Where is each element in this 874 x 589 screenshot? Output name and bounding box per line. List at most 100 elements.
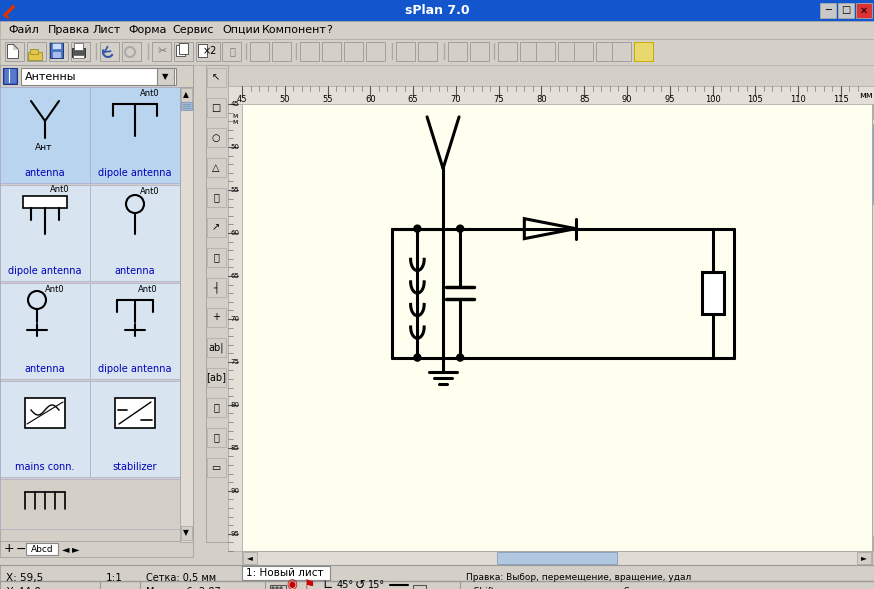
Text: ∟: ∟ [323, 578, 333, 589]
Bar [634, 42, 653, 61]
Text: Ant0: Ant0 [45, 286, 65, 294]
Text: ◄: ◄ [247, 554, 253, 562]
Bar [0, 87, 90, 183]
Bar [873, 124, 874, 204]
Bar [820, 3, 836, 18]
Bar [90, 185, 180, 281]
Text: Правка: Выбор, перемещение, вращение, удал: Правка: Выбор, перемещение, вращение, уд… [466, 574, 691, 583]
Bar [74, 43, 83, 50]
Bar [115, 398, 155, 428]
Bar [520, 42, 539, 61]
Text: мм: мм [859, 91, 873, 100]
Text: Правка: Правка [48, 25, 90, 35]
Bar [702, 272, 724, 314]
Bar [242, 104, 872, 551]
Text: 90: 90 [621, 95, 632, 104]
Text: dipole antenna: dipole antenna [98, 168, 172, 178]
Bar [270, 585, 286, 589]
Bar [448, 42, 467, 61]
Bar [344, 42, 363, 61]
Bar [300, 42, 319, 61]
Bar [272, 42, 291, 61]
Text: ?: ? [326, 25, 332, 35]
Text: 90: 90 [231, 488, 239, 494]
Text: stabilizer: stabilizer [113, 462, 157, 472]
Text: ↺: ↺ [355, 578, 365, 589]
Bar [30, 49, 38, 54]
Bar [0, 283, 90, 379]
Text: □: □ [212, 102, 220, 112]
Bar [180, 87, 193, 542]
Text: antenna: antenna [114, 266, 156, 276]
Bar [122, 42, 141, 61]
Bar [207, 248, 226, 267]
Text: м: м [232, 113, 238, 119]
Bar [2, 67, 20, 85]
Text: Ant0: Ant0 [138, 286, 157, 294]
Bar [206, 65, 228, 542]
Text: ○: ○ [212, 133, 220, 143]
Text: mains conn.: mains conn. [15, 462, 75, 472]
Bar [207, 98, 226, 117]
Text: 85: 85 [231, 445, 239, 451]
Text: Ант: Ант [35, 144, 52, 153]
Text: ◉: ◉ [287, 578, 297, 589]
Bar [207, 458, 226, 477]
Bar [50, 43, 63, 58]
Bar [222, 42, 241, 61]
Text: Abcd: Abcd [31, 544, 53, 554]
Text: dipole antenna: dipole antenna [8, 266, 82, 276]
Bar [5, 42, 24, 61]
Bar [0, 65, 193, 542]
Bar [207, 68, 226, 87]
Bar [13, 44, 18, 49]
Bar [228, 86, 874, 104]
Text: ab|: ab| [208, 342, 224, 353]
Text: 95: 95 [231, 531, 239, 537]
Text: ⚑: ⚑ [304, 578, 316, 589]
Text: Компонент: Компонент [262, 25, 327, 35]
Text: 15°: 15° [368, 580, 385, 589]
Text: △: △ [212, 163, 219, 173]
Text: Файл: Файл [8, 25, 38, 35]
Text: ─: ─ [825, 5, 831, 15]
Text: ▭: ▭ [212, 462, 220, 472]
Text: ↖: ↖ [212, 72, 220, 82]
Text: 75: 75 [493, 95, 504, 104]
Text: −: − [16, 542, 26, 555]
Text: Сервис: Сервис [172, 25, 213, 35]
Text: antenna: antenna [24, 168, 66, 178]
Bar [0, 0, 874, 21]
Bar [413, 585, 426, 589]
Bar [90, 381, 180, 477]
Bar [207, 398, 226, 417]
Bar [73, 55, 84, 58]
Bar [228, 104, 242, 551]
Text: 1: Новый лист: 1: Новый лист [246, 568, 323, 578]
Circle shape [414, 225, 421, 232]
Text: 🖼: 🖼 [213, 402, 219, 412]
Text: ✂: ✂ [157, 46, 167, 56]
Bar [21, 68, 176, 85]
Bar [27, 42, 46, 61]
Text: 75: 75 [231, 359, 239, 365]
Text: Y: 44,0: Y: 44,0 [6, 587, 41, 589]
Bar [207, 368, 226, 387]
Bar [90, 87, 180, 183]
Bar [0, 65, 193, 87]
Text: +: + [212, 313, 220, 323]
Text: Антенны: Антенны [25, 71, 77, 81]
Bar [612, 42, 631, 61]
Text: ⤢: ⤢ [213, 193, 219, 203]
Bar [207, 428, 226, 447]
Text: X: 59,5: X: 59,5 [6, 573, 43, 583]
Text: 60: 60 [231, 230, 239, 236]
Circle shape [457, 354, 464, 361]
Bar [857, 552, 871, 564]
Bar [49, 42, 68, 61]
Bar [181, 102, 192, 110]
Text: antenna: antenna [24, 364, 66, 374]
Text: Опции: Опции [222, 25, 260, 35]
Bar [52, 43, 61, 49]
Text: dipole antenna: dipole antenna [98, 364, 172, 374]
